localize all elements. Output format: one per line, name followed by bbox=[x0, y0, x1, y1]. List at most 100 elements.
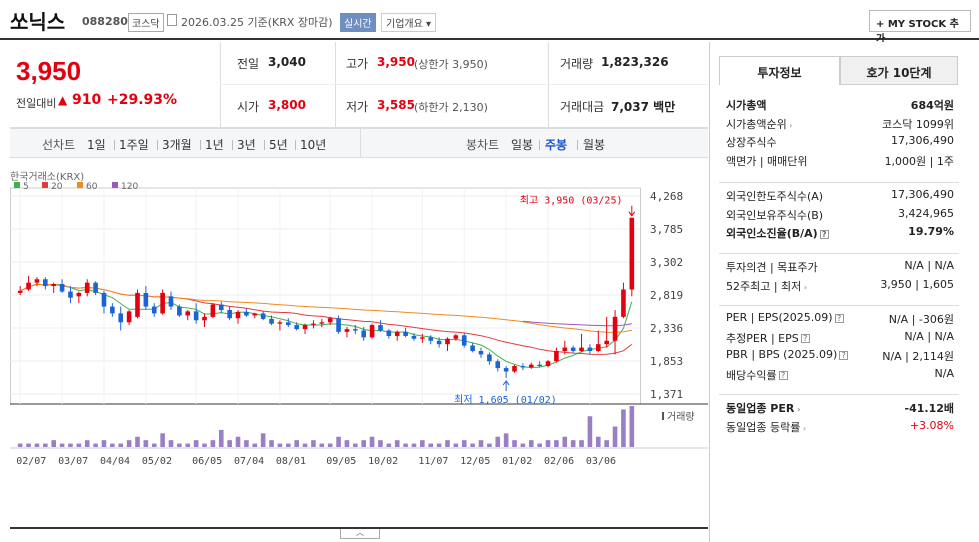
chevron-right-icon[interactable]: › bbox=[786, 120, 793, 130]
market-badge: 코스닥 bbox=[128, 13, 164, 32]
volume-bar bbox=[311, 440, 316, 447]
volume-bar bbox=[428, 443, 434, 447]
candle-body bbox=[528, 364, 534, 368]
volume-bar bbox=[294, 440, 299, 447]
separator bbox=[114, 140, 115, 150]
x-tick-label: 09/05 bbox=[326, 456, 356, 467]
chevron-right-icon[interactable]: › bbox=[801, 282, 808, 292]
add-mystock-button[interactable]: + MY STOCK 추가 bbox=[869, 10, 971, 45]
min-annotation: 최저 1,605 (01/02) bbox=[454, 394, 557, 406]
period-option[interactable]: 1년 bbox=[205, 138, 224, 152]
candle-body bbox=[403, 331, 408, 336]
calendar-icon bbox=[167, 14, 177, 26]
x-tick-label: 03/06 bbox=[586, 456, 616, 467]
tab-orderbook[interactable]: 호가 10단계 bbox=[840, 56, 958, 85]
volume-bar bbox=[135, 436, 140, 447]
volume-bar bbox=[151, 443, 157, 447]
divider bbox=[335, 42, 336, 128]
separator bbox=[719, 394, 959, 395]
help-icon[interactable]: ? bbox=[839, 350, 849, 360]
candle-body bbox=[361, 330, 367, 338]
candle-body bbox=[570, 347, 576, 352]
up-arrow-icon: ▲ bbox=[58, 93, 68, 107]
candle-body bbox=[135, 292, 140, 317]
low-label: 저가 bbox=[346, 100, 369, 114]
volume-bar bbox=[34, 443, 40, 447]
volume-bar bbox=[344, 440, 350, 447]
candle-body bbox=[101, 292, 107, 307]
line-chart-label: 선차트 bbox=[42, 138, 76, 152]
volume-bar bbox=[386, 443, 392, 447]
candle-body bbox=[93, 282, 98, 293]
candle-body bbox=[218, 304, 224, 311]
candle-body bbox=[336, 318, 341, 332]
candle-chart-label: 봉차트 bbox=[466, 138, 500, 152]
divider bbox=[548, 42, 549, 128]
volume-bar bbox=[478, 440, 484, 447]
open-label: 시가 bbox=[237, 100, 260, 114]
volume-bar bbox=[327, 443, 333, 447]
candle-body bbox=[394, 331, 400, 336]
volume-bar bbox=[84, 440, 90, 447]
candle-body bbox=[495, 361, 501, 369]
period-option[interactable]: 5년 bbox=[269, 138, 288, 152]
candle-body bbox=[604, 340, 609, 345]
period-option[interactable]: 3개월 bbox=[162, 138, 192, 152]
volume-bar bbox=[403, 443, 408, 447]
volume-bar bbox=[218, 429, 224, 447]
y-tick-label: 2,819 bbox=[650, 289, 683, 302]
price-panel bbox=[10, 42, 708, 128]
volume-bar bbox=[252, 443, 258, 447]
volume-bar bbox=[353, 443, 358, 447]
realtime-button[interactable]: 실시간 bbox=[340, 13, 376, 32]
volume-bar bbox=[285, 443, 291, 447]
info-label: 외국인소진율(B/A)? bbox=[726, 225, 829, 241]
info-label: 외국인한도주식수(A) bbox=[726, 190, 824, 203]
company-overview-button[interactable]: 기업개요 ▾ bbox=[381, 13, 437, 32]
stock-chart: 4,268 3,785 3,302 2,819 2,336 1,853 1,371 02/07… bbox=[10, 171, 708, 467]
period-option[interactable]: 1일 bbox=[87, 138, 106, 152]
candle-body bbox=[76, 292, 82, 297]
candle-body bbox=[436, 340, 442, 345]
info-value: 3,424,965 bbox=[898, 206, 954, 220]
tab-invest-info[interactable]: 투자정보 bbox=[719, 56, 840, 85]
candle-body bbox=[210, 304, 216, 317]
volume-legend-mark bbox=[662, 412, 664, 420]
help-icon[interactable]: ? bbox=[800, 334, 810, 343]
candle-body bbox=[478, 351, 484, 355]
candle-body bbox=[285, 322, 291, 326]
volume-bar bbox=[110, 443, 115, 447]
volume-bar bbox=[185, 443, 191, 447]
help-icon[interactable]: ? bbox=[819, 229, 829, 239]
candle-option[interactable]: 월봉 bbox=[583, 138, 606, 152]
max-annotation: 최고 3,950 (03/25) bbox=[520, 195, 623, 207]
candle-option[interactable]: 주봉 bbox=[545, 138, 568, 152]
period-option[interactable]: 10년 bbox=[300, 138, 327, 152]
candle-body bbox=[344, 329, 350, 332]
volume-bar bbox=[210, 440, 216, 447]
legend-swatch bbox=[42, 182, 48, 188]
volume-bar bbox=[269, 440, 274, 447]
y-tick-label: 3,785 bbox=[650, 223, 683, 236]
separator bbox=[719, 182, 959, 183]
separator bbox=[295, 140, 296, 150]
prev-close-label: 전일 bbox=[237, 57, 260, 71]
period-option[interactable]: 1주일 bbox=[119, 138, 149, 152]
chevron-right-icon[interactable]: › bbox=[794, 405, 801, 414]
volume-bar bbox=[244, 440, 249, 447]
candle-body bbox=[252, 313, 258, 316]
info-label: 시가총액 bbox=[726, 99, 767, 112]
candle-option[interactable]: 일봉 bbox=[511, 138, 534, 152]
candle-body bbox=[612, 316, 618, 341]
min-arrow-icon bbox=[502, 380, 510, 392]
help-icon[interactable]: ? bbox=[778, 371, 788, 380]
candle-body bbox=[520, 366, 526, 368]
candle-body bbox=[621, 289, 626, 317]
help-icon[interactable]: ? bbox=[834, 313, 844, 323]
info-value: 17,306,490 bbox=[891, 188, 954, 201]
upper-limit: (상한가 3,950) bbox=[414, 58, 488, 71]
candle-body bbox=[587, 347, 593, 352]
period-option[interactable]: 3년 bbox=[237, 138, 256, 152]
chevron-right-icon[interactable]: › bbox=[800, 423, 807, 433]
collapse-button[interactable]: ︿ bbox=[340, 529, 380, 539]
